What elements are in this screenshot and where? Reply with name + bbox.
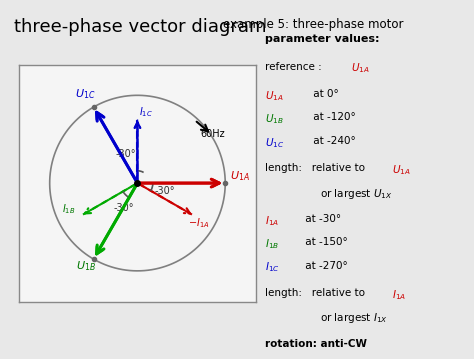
Text: $I_{1C}$: $I_{1C}$ <box>265 261 280 275</box>
Text: length:   relative to: length: relative to <box>265 163 369 173</box>
Text: at -120°: at -120° <box>310 112 356 122</box>
Text: -30°: -30° <box>114 203 134 213</box>
Text: three-phase vector diagram: three-phase vector diagram <box>14 18 267 36</box>
Text: $I_{1C}$: $I_{1C}$ <box>139 106 153 119</box>
Text: example 5: three-phase motor: example 5: three-phase motor <box>223 18 403 31</box>
Text: at -30°: at -30° <box>302 214 341 224</box>
Text: $U_{1B}$: $U_{1B}$ <box>265 112 284 126</box>
Text: -30°: -30° <box>116 149 136 159</box>
Text: length:   relative to: length: relative to <box>265 288 369 298</box>
Text: rotation: anti-CW: rotation: anti-CW <box>265 339 367 349</box>
Text: or largest $I_{1X}$: or largest $I_{1X}$ <box>320 312 388 326</box>
Text: $U_{1A}$: $U_{1A}$ <box>392 163 410 177</box>
Text: $I_{1A}$: $I_{1A}$ <box>265 214 280 228</box>
Text: at -150°: at -150° <box>302 237 348 247</box>
Text: $U_{1A}$: $U_{1A}$ <box>351 61 370 75</box>
Text: $U_{1A}$: $U_{1A}$ <box>265 89 284 103</box>
Text: $U_{1C}$: $U_{1C}$ <box>75 88 96 101</box>
Text: 60Hz: 60Hz <box>201 130 225 139</box>
Text: or largest $U_{1X}$: or largest $U_{1X}$ <box>320 187 393 201</box>
Text: at -240°: at -240° <box>310 136 356 146</box>
Text: $U_{1C}$: $U_{1C}$ <box>265 136 285 149</box>
Text: at 0°: at 0° <box>310 89 339 99</box>
Text: parameter values:: parameter values: <box>265 34 380 44</box>
Text: reference :: reference : <box>265 61 326 71</box>
Text: $-I_{1A}$: $-I_{1A}$ <box>188 216 210 230</box>
Text: $I_{1A}$: $I_{1A}$ <box>392 288 406 302</box>
Text: at -270°: at -270° <box>302 261 348 271</box>
Text: $U_{1B}$: $U_{1B}$ <box>76 260 96 273</box>
Text: -30°: -30° <box>154 186 174 196</box>
Text: $U_{1A}$: $U_{1A}$ <box>229 169 249 182</box>
Text: $I_{1B}$: $I_{1B}$ <box>62 202 76 216</box>
Text: $I_{1B}$: $I_{1B}$ <box>265 237 280 251</box>
